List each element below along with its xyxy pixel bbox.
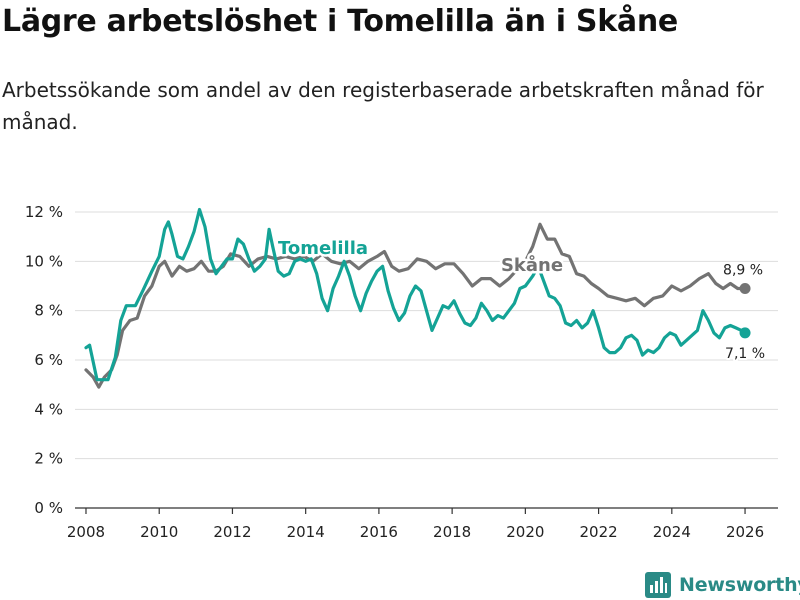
x-tick-label: 2014 [287, 523, 325, 541]
y-tick-label: 12 % [25, 203, 63, 221]
x-tick-label: 2010 [140, 523, 178, 541]
x-tick-label: 2026 [726, 523, 764, 541]
y-tick-label: 8 % [34, 302, 63, 320]
x-tick-label: 2024 [653, 523, 691, 541]
end-marker-skane [739, 282, 751, 294]
x-tick-label: 2008 [67, 523, 105, 541]
y-tick-label: 4 % [34, 400, 63, 418]
line-chart: 0 % 2 % 4 % 6 % 8 % 10 % 12 % 2008 2010 2012 2014 2… [25, 203, 778, 541]
x-tick-label: 2020 [506, 523, 544, 541]
end-marker-tomelilla [739, 327, 751, 339]
newsworthy-logo-text: Newsworthy [679, 574, 800, 596]
x-tick-label: 2022 [579, 523, 617, 541]
x-tick-label: 2016 [360, 523, 398, 541]
chart-subtitle: Arbetssökande som andel av den registerb… [2, 78, 764, 134]
x-tick-label: 2018 [433, 523, 471, 541]
series-lines [84, 207, 751, 389]
newsworthy-logo-icon [645, 572, 671, 598]
series-line-tomelilla [84, 207, 747, 382]
series-label-skane: Skåne [501, 254, 563, 276]
series-line-skane [84, 222, 747, 389]
y-tick-label: 0 % [34, 499, 63, 517]
y-tick-label: 2 % [34, 450, 63, 468]
series-labels: Skåne 8,9 % Tomelilla 7,1 % [275, 236, 767, 364]
end-value-label-skane: 8,9 % [723, 262, 763, 278]
newsworthy-logo: Newsworthy [645, 570, 800, 600]
y-tick-label: 6 % [34, 351, 63, 369]
series-label-tomelilla: Tomelilla [278, 238, 368, 259]
x-tick-label: 2012 [213, 523, 251, 541]
chart-title: Lägre arbetslöshet i Tomelilla än i Skån… [2, 4, 678, 39]
y-tick-label: 10 % [25, 252, 63, 270]
end-value-label-tomelilla: 7,1 % [725, 346, 765, 362]
axes: 0 % 2 % 4 % 6 % 8 % 10 % 12 % 2008 2010 2012 2014 2… [25, 203, 778, 541]
